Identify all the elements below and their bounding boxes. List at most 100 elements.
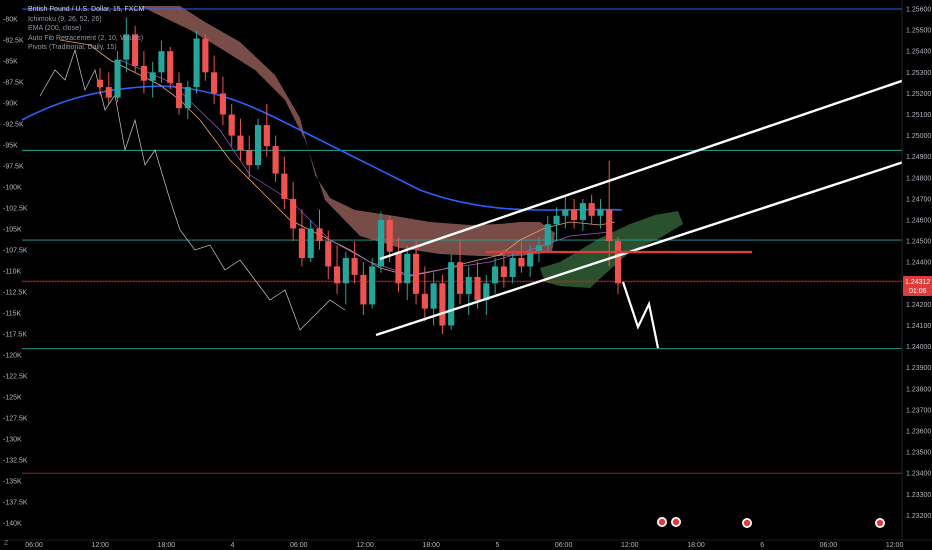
candle-down <box>588 203 595 216</box>
legend-pivots[interactable]: Pivots (Traditional, Daily, 15) <box>28 44 117 51</box>
price-tick-label: 1.23400 <box>906 471 931 478</box>
candle-down <box>500 266 507 277</box>
price-tick-label: 1.24100 <box>906 323 931 330</box>
candle-up <box>527 251 534 267</box>
candle-up <box>448 262 455 326</box>
price-tick-label: 1.23600 <box>906 429 931 436</box>
economic-event-marker[interactable] <box>657 517 681 527</box>
candle-up <box>158 51 165 73</box>
time-tick-label: 12:00 <box>91 542 109 549</box>
legend-fib[interactable]: Auto Fib Retracement (2, 10, Values) <box>28 34 144 42</box>
candle-down <box>96 79 104 88</box>
right-axis-panel[interactable] <box>902 0 932 540</box>
price-tick-label: 1.25100 <box>906 112 931 119</box>
candle-up <box>404 253 411 284</box>
legend-ema[interactable]: EMA (200, close) <box>28 25 82 32</box>
candle-down <box>412 253 420 294</box>
candle-up <box>544 224 551 246</box>
time-tick-label: 18:00 <box>158 542 176 549</box>
candle-down <box>360 274 367 305</box>
price-tick-label: 1.24500 <box>906 239 931 246</box>
candle-down <box>175 82 183 109</box>
candle-down <box>298 228 306 258</box>
price-tick-label: 1.23500 <box>906 450 931 457</box>
left-tick-label: -105K <box>3 227 22 234</box>
candle-down <box>105 87 112 98</box>
left-tick-label: -80K <box>3 17 18 24</box>
candle-down <box>606 209 613 242</box>
price-tick-label: 1.25000 <box>906 133 931 140</box>
left-axis-ticks: -80K -82.5K -85K -87.5K -90K -92.5K -95K -97.5K… <box>3 17 28 528</box>
economic-event-marker[interactable] <box>742 518 752 528</box>
time-axis-panel[interactable] <box>0 540 932 550</box>
candle-down <box>281 173 288 199</box>
left-tick-label: -132.5K <box>3 458 28 465</box>
price-tick-label: 1.25500 <box>906 28 931 35</box>
projection-path[interactable] <box>621 281 660 349</box>
price-tick-label: 1.25600 <box>906 7 931 14</box>
candle-up <box>430 283 437 309</box>
timezone-corner-label[interactable]: Z <box>4 540 9 547</box>
price-tick-label: 1.24900 <box>906 154 931 161</box>
price-tick-label: 1.24000 <box>906 344 931 351</box>
time-tick-label: 6 <box>760 542 764 549</box>
price-tick-label: 1.24700 <box>906 196 931 203</box>
candle-down <box>386 220 393 252</box>
left-tick-label: -137.5K <box>3 500 28 507</box>
candle-down <box>263 125 270 147</box>
price-tag-countdown: 01:06 <box>909 288 927 295</box>
candle-up <box>579 203 586 220</box>
price-tick-label: 1.23900 <box>906 365 931 372</box>
left-tick-label: -115K <box>3 311 21 318</box>
candle-down <box>202 38 209 73</box>
candle-down <box>395 251 402 284</box>
candle-down <box>325 241 332 267</box>
channel-upper-line[interactable] <box>379 70 929 261</box>
time-tick-label: 5 <box>495 542 499 549</box>
left-tick-label: -92.5K <box>3 122 24 129</box>
candle-up <box>562 209 569 216</box>
ichimoku-cloud <box>140 6 683 288</box>
time-tick-label: 18:00 <box>422 542 440 549</box>
channel-drawing[interactable] <box>375 70 929 349</box>
event-markers[interactable] <box>657 517 885 528</box>
candle-up <box>254 125 262 166</box>
price-tick-label: 1.25400 <box>906 49 931 56</box>
left-tick-label: -90K <box>3 101 18 108</box>
candle-down <box>237 135 244 151</box>
left-tick-label: -110K <box>3 269 21 276</box>
candle-down <box>456 262 464 294</box>
price-tick-label: 1.25300 <box>906 70 931 77</box>
time-tick-label: 06:00 <box>555 542 573 549</box>
candle-down <box>272 146 279 174</box>
candle-down <box>351 257 358 275</box>
price-tick-label: 1.23700 <box>906 407 931 414</box>
candle-up <box>535 245 543 252</box>
right-axis-ticks: 1.25600 1.25500 1.25400 1.25300 1.25200 1.251… <box>906 7 931 520</box>
legend-ichimoku[interactable]: Ichimoku (9, 26, 52, 26) <box>28 15 102 23</box>
time-tick-label: 12:00 <box>621 542 639 549</box>
economic-event-marker[interactable] <box>875 518 885 528</box>
candle-up <box>465 276 472 294</box>
candle-down <box>518 257 525 267</box>
candle-up <box>369 266 376 305</box>
price-tick-label: 1.23800 <box>906 386 931 393</box>
legend-symbol[interactable]: British Pound / U.S. Dollar, 15, FXCM <box>28 6 145 13</box>
candle-down <box>140 65 147 81</box>
left-tick-label: -122.5K <box>3 374 28 381</box>
candle-down <box>333 266 341 284</box>
left-tick-label: -95K <box>3 143 18 150</box>
left-tick-label: -82.5K <box>3 38 24 45</box>
candlestick-series <box>96 17 622 334</box>
candle-up <box>553 215 560 225</box>
price-tag-value: 1.24312 <box>905 279 930 286</box>
channel-lower-line[interactable] <box>375 152 929 337</box>
price-tick-label: 1.24800 <box>906 175 931 182</box>
left-tick-label: -85K <box>3 59 18 66</box>
price-tag: 1.24312 01:06 <box>903 276 932 296</box>
price-tick-label: 1.23300 <box>906 492 931 499</box>
candle-down <box>474 276 481 301</box>
left-tick-label: -97.5K <box>3 164 24 171</box>
candle-up <box>483 283 490 301</box>
